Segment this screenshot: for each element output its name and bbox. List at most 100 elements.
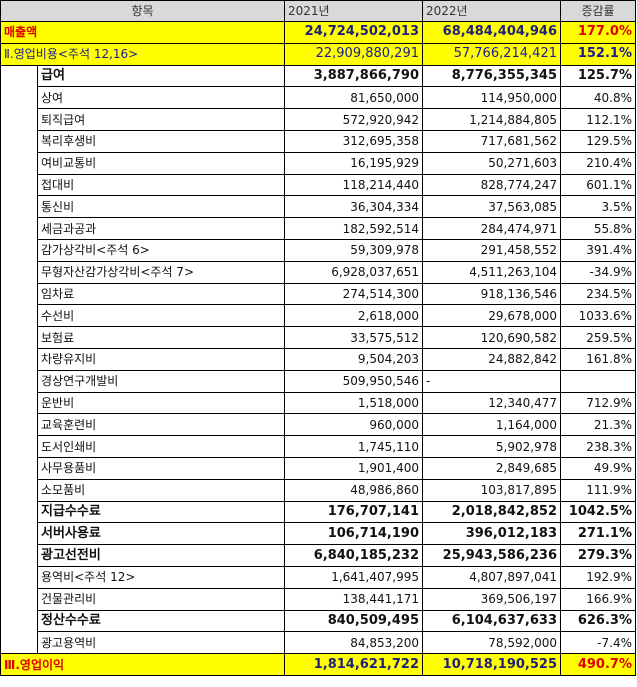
expense-2022: 29,678,000 bbox=[422, 304, 561, 328]
expense-row: 복리후생비 312,695,358 717,681,562 129.5% bbox=[1, 129, 636, 153]
expense-row: 보험료 33,575,512 120,690,582 259.5% bbox=[1, 326, 636, 349]
expense-label: 여비교통비 bbox=[37, 151, 285, 175]
expense-row: 광고선전비 6,840,185,232 25,943,586,236 279.3% bbox=[1, 544, 636, 567]
expense-row: 도서인쇄비 1,745,110 5,902,978 238.3% bbox=[1, 435, 636, 458]
expense-2021: 3,887,866,790 bbox=[284, 64, 423, 88]
expense-rate: 210.4% bbox=[560, 151, 636, 175]
expense-2022: 120,690,582 bbox=[422, 326, 561, 349]
expense-rate: 3.5% bbox=[560, 195, 636, 219]
operating-income-2021: 1,814,621,722 bbox=[284, 653, 423, 676]
expense-label: 차량유지비 bbox=[37, 347, 285, 371]
expense-2022: 828,774,247 bbox=[422, 173, 561, 197]
expense-rate: 112.1% bbox=[560, 108, 636, 131]
expense-2022: 369,506,197 bbox=[422, 587, 561, 611]
operating-income-2022: 10,718,190,525 bbox=[422, 653, 561, 676]
expense-rate: 712.9% bbox=[560, 391, 636, 415]
expense-label: 경상연구개발비 bbox=[37, 369, 285, 393]
expense-2022: 396,012,183 bbox=[422, 522, 561, 546]
expense-2021: 118,214,440 bbox=[284, 173, 423, 197]
header-rate: 증감률 bbox=[560, 0, 636, 22]
expense-label: 건물관리비 bbox=[37, 587, 285, 611]
expense-label: 급여 bbox=[37, 64, 285, 88]
expense-rate: 271.1% bbox=[560, 522, 636, 546]
expense-2022: 2,849,685 bbox=[422, 456, 561, 480]
expense-row: 급여 3,887,866,790 8,776,355,345 125.7% bbox=[0, 64, 636, 655]
expense-2021: 840,509,495 bbox=[284, 609, 423, 633]
expense-2022: 12,340,477 bbox=[422, 391, 561, 415]
expense-label: 정산수수료 bbox=[37, 609, 285, 633]
expense-label: 접대비 bbox=[37, 173, 285, 197]
expense-rate: 111.9% bbox=[560, 478, 636, 502]
expense-row: 퇴직급여 572,920,942 1,214,884,805 112.1% bbox=[1, 108, 636, 131]
revenue-2021: 24,724,502,013 bbox=[284, 21, 423, 44]
expense-2021: 960,000 bbox=[284, 413, 423, 437]
expense-row: 임차료 274,514,300 918,136,546 234.5% bbox=[1, 282, 636, 306]
expense-2021: 1,901,400 bbox=[284, 456, 423, 480]
expense-rate: 238.3% bbox=[560, 435, 636, 458]
expense-rate: -7.4% bbox=[560, 631, 636, 655]
expense-label: 지급수수료 bbox=[37, 500, 285, 524]
header-row: 항목 2021년 2022년 증감률 bbox=[0, 0, 636, 22]
expense-label: 광고선전비 bbox=[37, 544, 285, 567]
expense-label: 통신비 bbox=[37, 195, 285, 219]
expense-2021: 36,304,334 bbox=[284, 195, 423, 219]
expense-row: 광고용역비 84,853,200 78,592,000 -7.4% bbox=[1, 631, 636, 655]
expense-2021: 59,309,978 bbox=[284, 238, 423, 262]
expense-rate: 55.8% bbox=[560, 217, 636, 240]
expense-2021: 1,745,110 bbox=[284, 435, 423, 458]
expense-label: 세금과공과 bbox=[37, 217, 285, 240]
expense-rate: 234.5% bbox=[560, 282, 636, 306]
expense-2022: 717,681,562 bbox=[422, 129, 561, 153]
expense-row: 여비교통비 16,195,929 50,271,603 210.4% bbox=[1, 151, 636, 175]
expense-2022: 24,882,842 bbox=[422, 347, 561, 371]
indent-cell bbox=[0, 64, 38, 655]
expense-label: 용역비<주석 12> bbox=[37, 565, 285, 589]
expense-row: 상여 81,650,000 114,950,000 40.8% bbox=[1, 86, 636, 110]
expense-row: 감가상각비<주석 6> 59,309,978 291,458,552 391.4% bbox=[1, 238, 636, 262]
expense-2022: 50,271,603 bbox=[422, 151, 561, 175]
expense-row: 서버사용료 106,714,190 396,012,183 271.1% bbox=[1, 522, 636, 546]
expense-label: 운반비 bbox=[37, 391, 285, 415]
expense-2021: 6,840,185,232 bbox=[284, 544, 423, 567]
expense-rate bbox=[560, 369, 636, 393]
expense-row: 통신비 36,304,334 37,563,085 3.5% bbox=[1, 195, 636, 219]
expense-rate: 391.4% bbox=[560, 238, 636, 262]
header-2021: 2021년 bbox=[284, 0, 423, 22]
expense-2021: 33,575,512 bbox=[284, 326, 423, 349]
expense-2022: 78,592,000 bbox=[422, 631, 561, 655]
expense-2022: 4,511,263,104 bbox=[422, 260, 561, 284]
expense-2022: 2,018,842,852 bbox=[422, 500, 561, 524]
expense-2021: 1,518,000 bbox=[284, 391, 423, 415]
expense-label: 임차료 bbox=[37, 282, 285, 306]
revenue-row: 매출액 24,724,502,013 68,484,404,946 177.0% bbox=[0, 21, 636, 44]
expense-rate: 125.7% bbox=[560, 64, 636, 88]
operating-income-row: Ⅲ.영업이익 1,814,621,722 10,718,190,525 490.… bbox=[0, 653, 636, 676]
expense-2021: 2,618,000 bbox=[284, 304, 423, 328]
expense-2022: 4,807,897,041 bbox=[422, 565, 561, 589]
expense-rate: 129.5% bbox=[560, 129, 636, 153]
expense-2021: 16,195,929 bbox=[284, 151, 423, 175]
expense-rate: 626.3% bbox=[560, 609, 636, 633]
expense-row: 건물관리비 138,441,171 369,506,197 166.9% bbox=[1, 587, 636, 611]
expense-row: 용역비<주석 12> 1,641,407,995 4,807,897,041 192.… bbox=[1, 565, 636, 589]
expense-rate: 1033.6% bbox=[560, 304, 636, 328]
expense-label: 도서인쇄비 bbox=[37, 435, 285, 458]
expense-2022: 8,776,355,345 bbox=[422, 64, 561, 88]
expense-row: 지급수수료 176,707,141 2,018,842,852 1042.5% bbox=[1, 500, 636, 524]
expense-row: 경상연구개발비 509,950,546- bbox=[1, 369, 636, 393]
header-item: 항목 bbox=[0, 0, 285, 22]
expense-label: 교육훈련비 bbox=[37, 413, 285, 437]
expense-2022: 1,214,884,805 bbox=[422, 108, 561, 131]
expense-row: 세금과공과 182,592,514 284,474,971 55.8% bbox=[1, 217, 636, 240]
expense-row: 차량유지비 9,504,203 24,882,842 161.8% bbox=[1, 347, 636, 371]
expense-2021: 1,641,407,995 bbox=[284, 565, 423, 589]
opex-2022: 57,766,214,421 bbox=[422, 42, 561, 66]
expense-2021: 48,986,860 bbox=[284, 478, 423, 502]
expense-row: 수선비 2,618,000 29,678,000 1033.6% bbox=[1, 304, 636, 328]
expense-rate: 21.3% bbox=[560, 413, 636, 437]
expense-label: 복리후생비 bbox=[37, 129, 285, 153]
expense-2022: 918,136,546 bbox=[422, 282, 561, 306]
expense-2022: 37,563,085 bbox=[422, 195, 561, 219]
operating-income-rate: 490.7% bbox=[560, 653, 636, 676]
expense-rate: 166.9% bbox=[560, 587, 636, 611]
